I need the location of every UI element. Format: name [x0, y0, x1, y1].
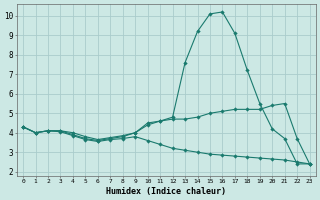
X-axis label: Humidex (Indice chaleur): Humidex (Indice chaleur)	[106, 187, 226, 196]
